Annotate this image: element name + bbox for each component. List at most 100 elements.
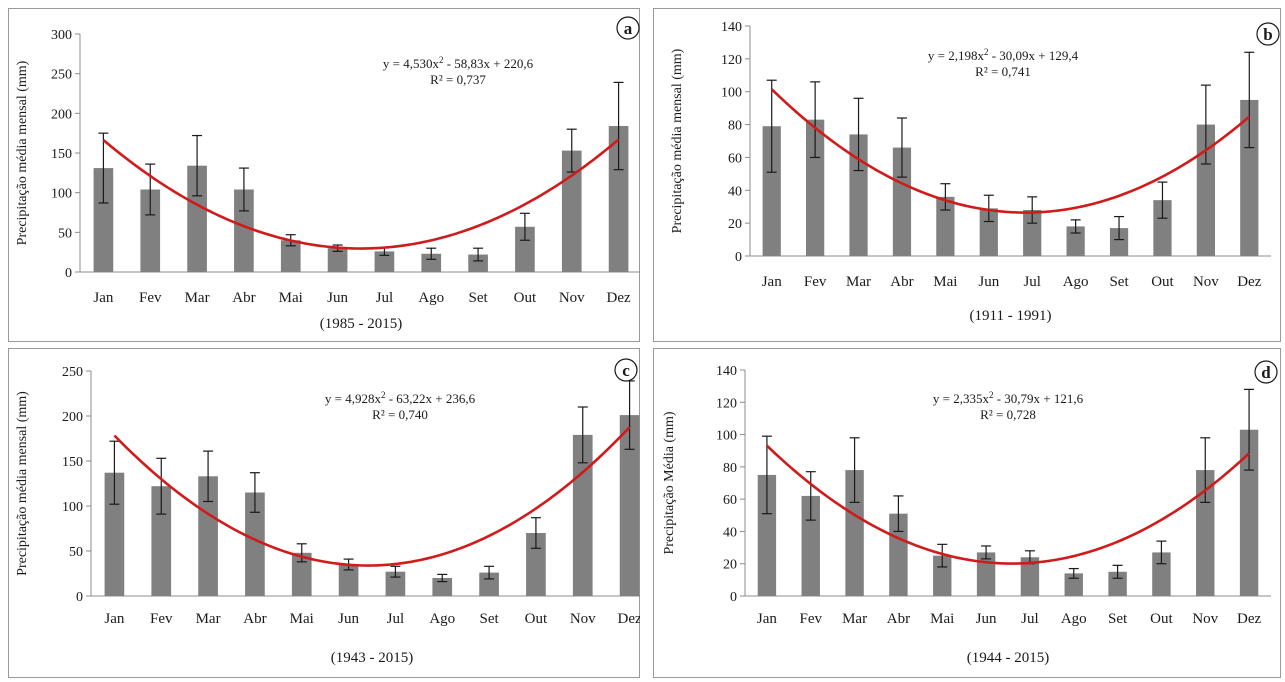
bar-jul xyxy=(1020,557,1040,596)
chart-a-svg: 0 50 100 150 200 250 300 Jan Fev Mar Abr Mai Jun Jul A… xyxy=(8,8,640,342)
bar-dez xyxy=(619,415,640,596)
bar-ago xyxy=(1064,573,1083,596)
x-tick-label: Jan xyxy=(757,611,777,627)
bar-mar xyxy=(845,470,864,596)
x-tick-label: Jun xyxy=(978,274,999,290)
r-squared-label: R² = 0,740 xyxy=(372,407,428,422)
y-tick-label: 120 xyxy=(716,396,737,411)
bar-set xyxy=(1109,228,1129,256)
y-tick-label: 20 xyxy=(723,558,737,573)
y-tick-label: 100 xyxy=(716,429,737,444)
period-label: (1944 - 2015) xyxy=(967,650,1050,666)
bar-jan xyxy=(93,168,114,272)
chart-panel-a: 0 50 100 150 200 250 300 Jan Fev Mar Abr Mai Jun Jul A… xyxy=(8,8,640,342)
bar-jul xyxy=(374,251,395,272)
bar-fev xyxy=(140,189,161,272)
x-tick-label: Fev xyxy=(150,611,173,627)
y-tick-label: 80 xyxy=(728,119,742,134)
y-tick-label: 140 xyxy=(721,20,742,35)
y-tick-label: 50 xyxy=(58,226,72,241)
x-tick-label: Ago xyxy=(1063,274,1089,290)
y-tick-label: 200 xyxy=(62,410,83,425)
bar-abr xyxy=(892,147,912,256)
bar-abr xyxy=(234,189,254,272)
bar-nov xyxy=(1196,124,1215,256)
chart-panel-b: 0 20 40 60 80 100 120 140 Jan Fev Mar Abr Mai Jun Jul A… xyxy=(653,8,1281,342)
x-tick-label: Dez xyxy=(618,611,640,627)
r-squared-label: R² = 0,741 xyxy=(975,64,1031,79)
x-tick-label: Mar xyxy=(185,290,210,306)
chart-a-frame xyxy=(8,8,640,342)
x-tick-label: Abr xyxy=(890,274,913,290)
x-tick-label: Set xyxy=(479,611,499,627)
chart-b-svg: 0 20 40 60 80 100 120 140 Jan Fev Mar Abr Mai Jun Jul A… xyxy=(653,8,1281,342)
period-label: (1985 - 2015) xyxy=(320,316,403,332)
panel-letter-c: c xyxy=(622,361,630,380)
x-tick-label: Fev xyxy=(800,611,823,627)
bar-dez xyxy=(1239,429,1259,596)
y-axis-label: Precipitação média mensal (mm) xyxy=(15,60,30,245)
panel-badge-b xyxy=(1256,22,1280,46)
bar-dez xyxy=(1240,99,1259,256)
panel-letter-d: d xyxy=(1261,363,1271,382)
bar-mai xyxy=(936,196,955,256)
x-tick-label: Nov xyxy=(1193,274,1219,290)
x-tick-label: Out xyxy=(514,290,537,306)
regression-equation: y = 4,530x2 - 58,83x + 220,6 xyxy=(383,55,534,71)
bar-ago xyxy=(432,578,453,596)
y-tick-label: 20 xyxy=(728,217,742,232)
x-tick-label: Out xyxy=(1151,274,1174,290)
y-tick-label: 80 xyxy=(723,461,737,476)
x-tick-label: Jul xyxy=(387,611,405,627)
y-tick-label: 60 xyxy=(723,493,737,508)
y-tick-label: 60 xyxy=(728,151,742,166)
x-tick-label: Jun xyxy=(338,611,359,627)
x-tick-label: Abr xyxy=(887,611,910,627)
regression-equation: y = 2,335x2 - 30,79x + 121,6 xyxy=(933,390,1084,406)
x-tick-label: Fev xyxy=(139,290,162,306)
x-tick-label: Mai xyxy=(279,290,303,306)
bar-out xyxy=(1153,200,1172,256)
x-tick-label: Dez xyxy=(1237,274,1261,290)
bar-fev xyxy=(806,119,825,257)
bar-mai xyxy=(280,240,301,272)
x-tick-label: Set xyxy=(468,290,488,306)
chart-c-svg: 0 50 100 150 200 250 Jan Fev Mar Abr Mai Jun Jul Ago S… xyxy=(8,348,640,678)
x-tick-label: Dez xyxy=(607,290,631,306)
x-tick-label: Jul xyxy=(376,290,394,306)
x-tick-label: Mar xyxy=(196,611,221,627)
x-tick-label: Abr xyxy=(232,290,255,306)
panel-badge-d xyxy=(1254,360,1278,384)
y-tick-label: 0 xyxy=(65,266,72,281)
bar-jun xyxy=(338,564,359,596)
period-label: (1911 - 1991) xyxy=(970,308,1052,324)
x-tick-label: Nov xyxy=(570,611,596,627)
x-tick-label: Mai xyxy=(290,611,314,627)
bar-jul xyxy=(1023,210,1042,256)
x-tick-label: Mar xyxy=(842,611,867,627)
bar-mar xyxy=(198,476,218,596)
y-tick-label: 200 xyxy=(51,107,72,122)
y-tick-label: 120 xyxy=(721,53,742,68)
y-tick-label: 250 xyxy=(62,365,83,380)
y-tick-label: 50 xyxy=(69,545,83,560)
x-tick-label: Jan xyxy=(104,611,124,627)
bar-abr xyxy=(245,492,265,596)
bar-ago xyxy=(1066,226,1085,256)
bar-out xyxy=(515,226,535,272)
y-tick-label: 100 xyxy=(721,86,742,101)
bar-mai xyxy=(933,555,952,596)
polynomial-trendline xyxy=(766,444,1250,565)
x-tick-label: Nov xyxy=(559,290,585,306)
y-tick-label: 150 xyxy=(62,455,83,470)
bar-jul xyxy=(385,571,406,596)
x-tick-label: Mai xyxy=(930,611,954,627)
x-tick-label: Ago xyxy=(1061,611,1087,627)
x-tick-label: Jul xyxy=(1021,611,1039,627)
y-tick-label: 250 xyxy=(51,68,72,83)
y-axis-label: Precipitação média mensal (mm) xyxy=(15,391,30,576)
panel-badge-a xyxy=(616,16,640,40)
bar-ago xyxy=(421,253,442,272)
r-squared-label: R² = 0,737 xyxy=(430,72,486,87)
y-axis-label: Precipitação média mensal (mm) xyxy=(670,48,685,233)
